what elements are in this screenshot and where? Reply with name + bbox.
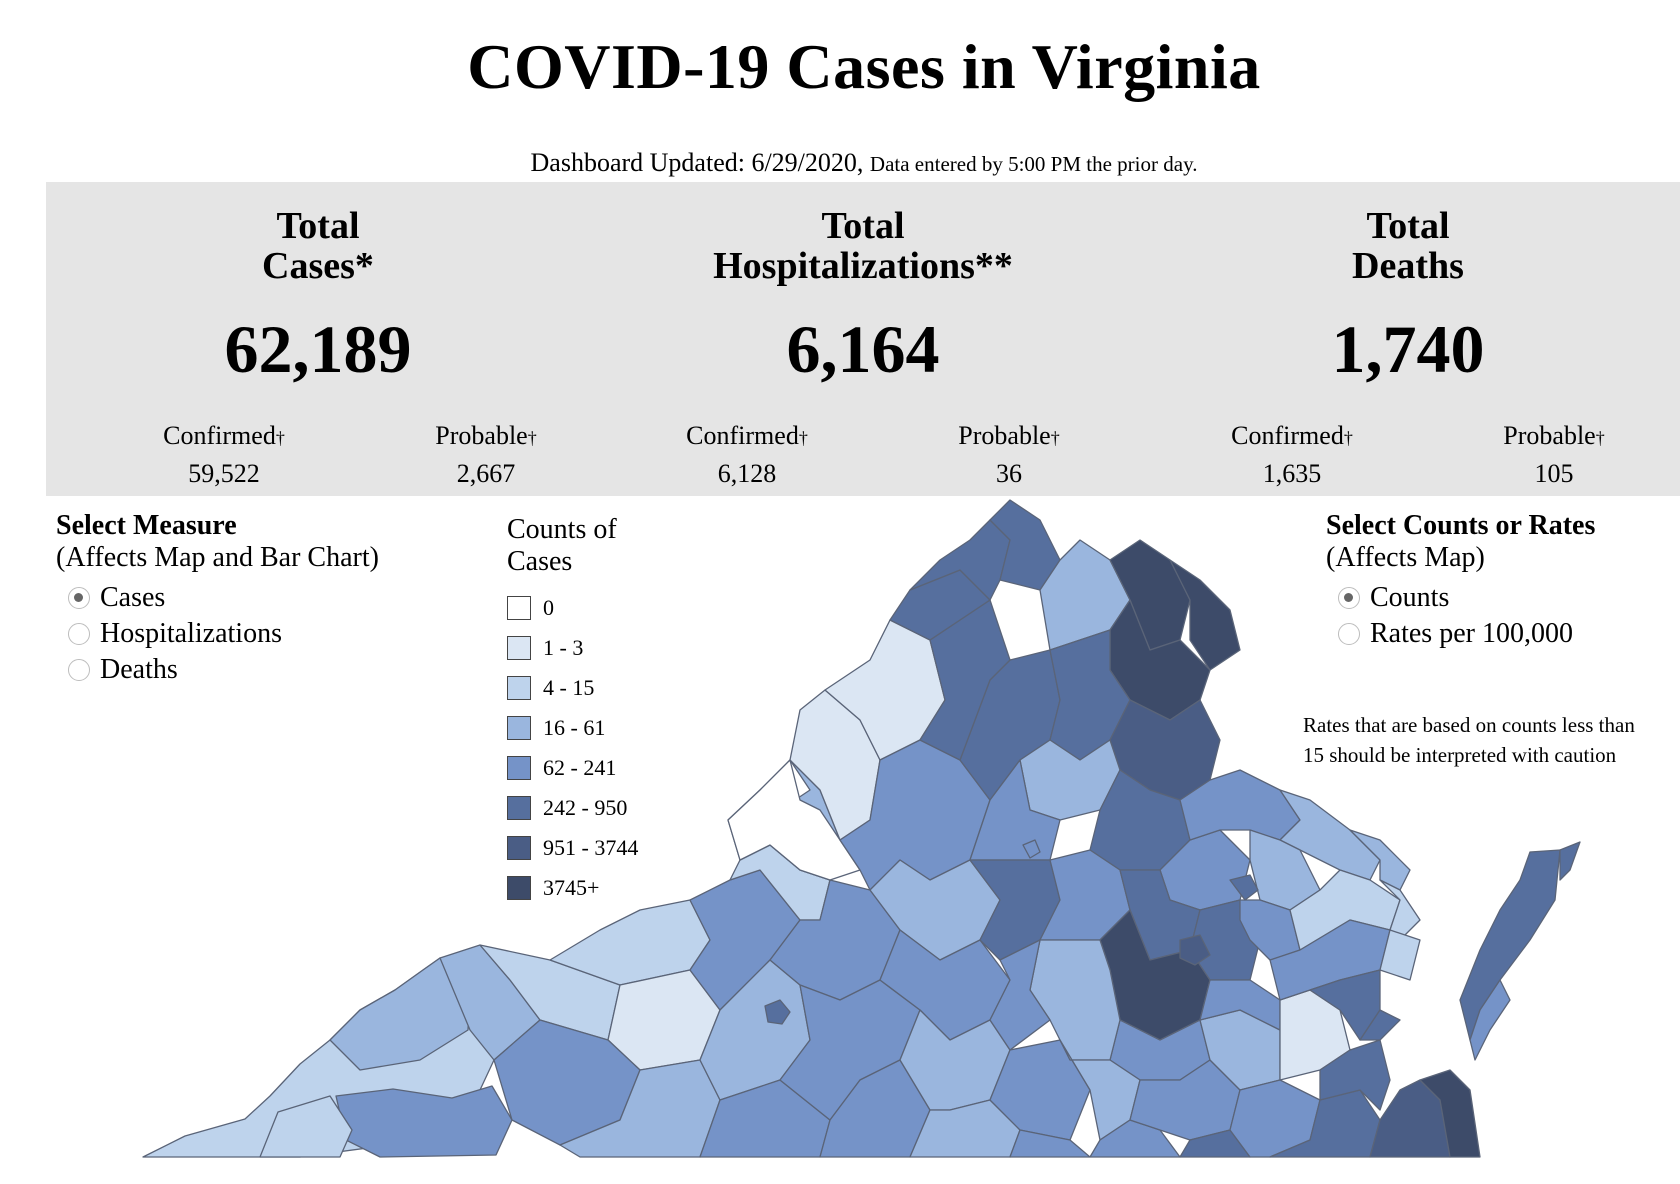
counts-rates-selector: Select Counts or Rates (Affects Map) Cou… xyxy=(1326,510,1595,652)
legend-item: 16 - 61 xyxy=(507,708,638,748)
city-inclusion-3 xyxy=(1229,874,1259,901)
probable-hospitalizations: Probable† 36 xyxy=(958,421,1060,488)
radio-unselected-icon[interactable] xyxy=(68,659,90,681)
legend-swatch xyxy=(507,596,531,620)
total-cases-card: Total Cases* 62,189 Confirmed† 59,522 Pro… xyxy=(46,182,590,496)
measure-subtitle: (Affects Map and Bar Chart) xyxy=(56,542,379,573)
region-buckingham-1 xyxy=(989,939,1051,1051)
region-isle-of-wight-1 xyxy=(1319,1039,1391,1111)
rates-subtitle: (Affects Map) xyxy=(1326,542,1485,573)
probable-deaths: Probable† 105 xyxy=(1503,421,1605,488)
total-cases-heading: Total Cases* xyxy=(262,205,374,287)
total-deaths-heading: Total Deaths xyxy=(1352,205,1464,287)
rates-caution-note: Rates that are based on counts less than… xyxy=(1303,713,1635,767)
confirmed-cases: Confirmed† 59,522 xyxy=(163,421,285,488)
radio-selected-icon[interactable] xyxy=(1338,587,1360,609)
radio-selected-icon[interactable] xyxy=(68,587,90,609)
confirmed-hospitalizations: Confirmed† 6,128 xyxy=(686,421,808,488)
page-title: COVID-19 Cases in Virginia xyxy=(467,31,1261,102)
legend-label: 62 - 241 xyxy=(543,755,617,780)
city-inclusion-4 xyxy=(1022,839,1041,859)
region-danville-1 xyxy=(1009,1129,1091,1158)
legend-swatch xyxy=(507,716,531,740)
legend-label: 4 - 15 xyxy=(543,675,595,700)
legend-item: 242 - 950 xyxy=(507,788,638,828)
city-inclusion-1 xyxy=(764,999,791,1025)
legend-label: 0 xyxy=(543,595,554,620)
measure-title: Select Measure xyxy=(56,510,237,541)
legend-swatch xyxy=(507,636,531,660)
radio-unselected-icon[interactable] xyxy=(1338,623,1360,645)
legend-item: 951 - 3744 xyxy=(507,828,638,868)
dashboard-updated: Dashboard Updated: 6/29/2020, Data enter… xyxy=(0,148,1680,178)
region-eastern-shore-island xyxy=(1559,841,1581,881)
measure-selector: Select Measure (Affects Map and Bar Char… xyxy=(56,510,379,688)
legend-swatch xyxy=(507,676,531,700)
region-mathews-1 xyxy=(1379,929,1421,981)
legend-label: 16 - 61 xyxy=(543,715,606,740)
region-virginia-beach-1 xyxy=(1419,1069,1481,1158)
legend-item: 3745+ xyxy=(507,868,638,908)
total-hospitalizations-heading: Total Hospitalizations** xyxy=(713,205,1013,287)
total-hospitalizations-value: 6,164 xyxy=(786,311,940,387)
legend-label: 951 - 3744 xyxy=(543,835,639,860)
updated-label: Dashboard Updated: 6/29/2020, xyxy=(530,148,864,177)
region-northampton-1 xyxy=(1469,979,1511,1061)
legend-swatch xyxy=(507,756,531,780)
region-shenandoah-white xyxy=(727,759,861,881)
total-deaths-value: 1,740 xyxy=(1331,311,1485,387)
radio-unselected-icon[interactable] xyxy=(68,623,90,645)
legend-label: 1 - 3 xyxy=(543,635,584,660)
total-cases-value: 62,189 xyxy=(224,311,412,387)
total-hospitalizations-card: Total Hospitalizations** 6,164 Confirmed†… xyxy=(591,182,1135,496)
legend-swatch xyxy=(507,796,531,820)
rates-option-per-100k[interactable]: Rates per 100,000 xyxy=(1326,616,1595,652)
map-legend: Counts of Cases 0 1 - 3 4 - 15 16 - 61 62 - … xyxy=(507,514,638,908)
totals-panel: Total Cases* 62,189 Confirmed† 59,522 Pro… xyxy=(46,182,1680,496)
measure-option-cases[interactable]: Cases xyxy=(56,580,379,616)
legend-swatch xyxy=(507,876,531,900)
rates-option-counts[interactable]: Counts xyxy=(1326,580,1595,616)
legend-swatch xyxy=(507,836,531,860)
region-hampton-1 xyxy=(1359,1009,1401,1041)
legend-item: 0 xyxy=(507,588,638,628)
region-southwest-2 xyxy=(335,1085,513,1158)
city-inclusion-2 xyxy=(1179,934,1211,966)
legend-label: 3745+ xyxy=(543,875,600,900)
probable-cases: Probable† 2,667 xyxy=(435,421,537,488)
region-goochland-1 xyxy=(1029,939,1121,1061)
region-arlington-1 xyxy=(1169,559,1241,671)
confirmed-deaths: Confirmed† 1,635 xyxy=(1231,421,1353,488)
total-deaths-card: Total Deaths 1,740 Confirmed† 1,635 Proba… xyxy=(1136,182,1680,496)
legend-item: 62 - 241 xyxy=(507,748,638,788)
measure-option-deaths[interactable]: Deaths xyxy=(56,652,379,688)
region-southwest-3 xyxy=(259,1095,353,1158)
measure-option-hospitalizations[interactable]: Hospitalizations xyxy=(56,616,379,652)
rates-title: Select Counts or Rates xyxy=(1326,510,1596,541)
legend-label: 242 - 950 xyxy=(543,795,628,820)
legend-item: 4 - 15 xyxy=(507,668,638,708)
region-accomack-1 xyxy=(1459,849,1561,1041)
updated-note: Data entered by 5:00 PM the prior day. xyxy=(869,152,1198,176)
legend-title: Counts of Cases xyxy=(507,514,617,577)
legend-item: 1 - 3 xyxy=(507,628,638,668)
